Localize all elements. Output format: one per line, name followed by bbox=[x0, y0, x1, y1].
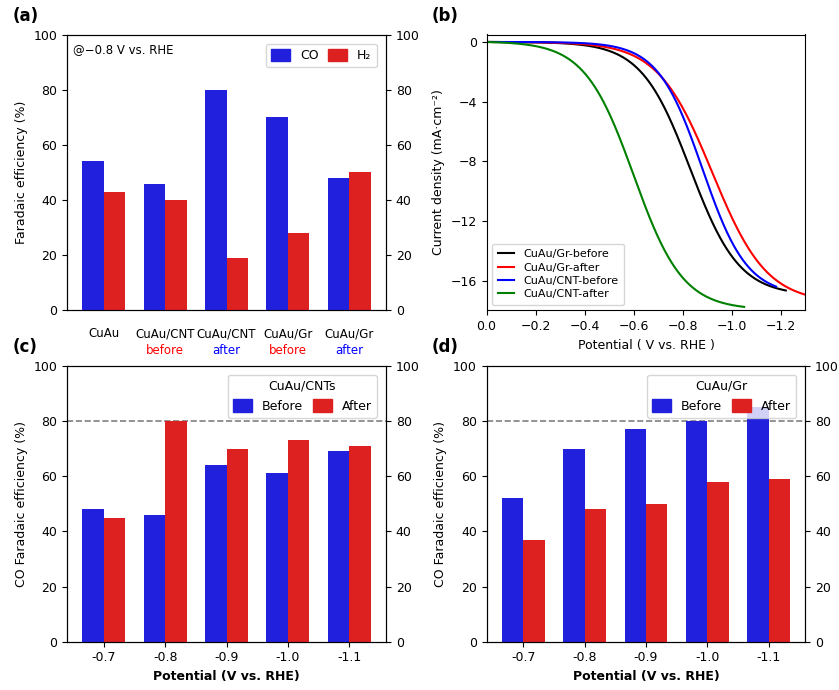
Text: (b): (b) bbox=[432, 7, 459, 25]
Bar bbox=[267, 473, 288, 642]
Bar bbox=[104, 192, 125, 310]
CuAu/Gr-after bbox=[722, 202, 732, 210]
X-axis label: Potential (V vs. RHE): Potential (V vs. RHE) bbox=[573, 670, 719, 683]
CuAu/CNT-before bbox=[771, 282, 781, 290]
Bar bbox=[143, 184, 165, 310]
CuAu/Gr-before bbox=[681, 155, 691, 163]
CuAu/CNT-after bbox=[739, 303, 749, 311]
CuAu/Gr-before bbox=[617, 52, 627, 61]
Text: @−0.8 V vs. RHE: @−0.8 V vs. RHE bbox=[74, 43, 174, 56]
CuAu/Gr-after bbox=[626, 50, 636, 59]
CuAu/Gr-before bbox=[559, 39, 569, 48]
Bar bbox=[165, 200, 186, 310]
Line: CuAu/Gr-before: CuAu/Gr-before bbox=[487, 42, 786, 290]
CuAu/Gr-before bbox=[534, 39, 545, 47]
Y-axis label: Faradaic efficiency (%): Faradaic efficiency (%) bbox=[15, 101, 28, 244]
Text: (a): (a) bbox=[13, 7, 39, 25]
Bar bbox=[328, 178, 349, 310]
CuAu/Gr-after bbox=[670, 90, 680, 98]
X-axis label: Potential ( V vs. RHE ): Potential ( V vs. RHE ) bbox=[577, 339, 715, 352]
Text: CuAu/Gr: CuAu/Gr bbox=[325, 327, 374, 340]
CuAu/Gr-before bbox=[707, 217, 717, 226]
Text: (c): (c) bbox=[13, 338, 38, 356]
Bar bbox=[82, 509, 104, 642]
CuAu/CNT-before bbox=[533, 38, 543, 46]
Bar bbox=[288, 440, 310, 642]
Text: (d): (d) bbox=[432, 338, 459, 356]
Text: CuAu/CNT: CuAu/CNT bbox=[197, 327, 256, 340]
Bar bbox=[769, 479, 790, 642]
Bar bbox=[502, 498, 524, 642]
Bar bbox=[205, 465, 227, 642]
Legend: Before, After: Before, After bbox=[648, 375, 796, 417]
Bar bbox=[563, 448, 585, 642]
CuAu/Gr-before bbox=[781, 286, 791, 295]
Y-axis label: Current density (mA·cm⁻²): Current density (mA·cm⁻²) bbox=[432, 90, 446, 255]
Legend: CO, H₂: CO, H₂ bbox=[266, 43, 377, 67]
Legend: CuAu/Gr-before, CuAu/Gr-after, CuAu/CNT-before, CuAu/CNT-after: CuAu/Gr-before, CuAu/Gr-after, CuAu/CNT-… bbox=[492, 244, 624, 305]
CuAu/CNT-after bbox=[482, 38, 492, 46]
CuAu/CNT-after bbox=[675, 271, 685, 279]
Bar bbox=[646, 504, 668, 642]
CuAu/Gr-before bbox=[482, 38, 492, 46]
CuAu/CNT-after bbox=[598, 97, 608, 106]
Bar bbox=[748, 407, 769, 642]
CuAu/CNT-before bbox=[556, 38, 566, 46]
CuAu/Gr-after bbox=[695, 139, 705, 147]
Legend: Before, After: Before, After bbox=[228, 375, 377, 417]
CuAu/CNT-after bbox=[654, 234, 664, 242]
Line: CuAu/CNT-before: CuAu/CNT-before bbox=[487, 42, 776, 286]
Line: CuAu/CNT-after: CuAu/CNT-after bbox=[487, 42, 744, 307]
CuAu/CNT-after bbox=[548, 47, 558, 55]
Text: before: before bbox=[146, 344, 185, 357]
CuAu/CNT-before bbox=[482, 38, 492, 46]
CuAu/CNT-before bbox=[675, 106, 685, 114]
CuAu/CNT-before bbox=[652, 67, 662, 75]
CuAu/Gr-after bbox=[564, 39, 574, 48]
CuAu/CNT-after bbox=[633, 184, 644, 193]
Text: after: after bbox=[335, 344, 363, 357]
CuAu/Gr-before bbox=[658, 101, 668, 109]
Text: CuAu/Gr: CuAu/Gr bbox=[263, 327, 313, 340]
Bar bbox=[624, 429, 646, 642]
Bar bbox=[288, 233, 310, 310]
Text: CuAu: CuAu bbox=[88, 327, 119, 340]
Bar bbox=[349, 172, 371, 310]
CuAu/Gr-after bbox=[800, 290, 810, 299]
CuAu/CNT-before bbox=[700, 170, 710, 179]
Bar bbox=[685, 421, 707, 642]
CuAu/CNT-before bbox=[612, 43, 623, 52]
Bar bbox=[349, 446, 371, 642]
Bar bbox=[524, 540, 545, 642]
Bar bbox=[82, 161, 104, 310]
Text: CuAu/CNT: CuAu/CNT bbox=[135, 327, 195, 340]
Bar bbox=[205, 90, 227, 310]
Bar bbox=[227, 258, 248, 310]
Bar bbox=[267, 117, 288, 310]
Bar bbox=[165, 421, 186, 642]
Bar bbox=[104, 518, 125, 642]
CuAu/Gr-after bbox=[482, 38, 492, 46]
Bar bbox=[143, 515, 165, 642]
Text: after: after bbox=[212, 344, 241, 357]
Bar bbox=[585, 509, 606, 642]
Bar bbox=[707, 482, 729, 642]
Y-axis label: CO Faradaic efficiency (%): CO Faradaic efficiency (%) bbox=[435, 421, 447, 586]
Text: before: before bbox=[268, 344, 307, 357]
CuAu/Gr-after bbox=[538, 38, 548, 46]
Bar bbox=[328, 451, 349, 642]
Line: CuAu/Gr-after: CuAu/Gr-after bbox=[487, 42, 805, 295]
Y-axis label: CO Faradaic efficiency (%): CO Faradaic efficiency (%) bbox=[15, 421, 28, 586]
Bar bbox=[227, 448, 248, 642]
CuAu/CNT-after bbox=[527, 41, 537, 50]
X-axis label: Potential (V vs. RHE): Potential (V vs. RHE) bbox=[154, 670, 300, 683]
